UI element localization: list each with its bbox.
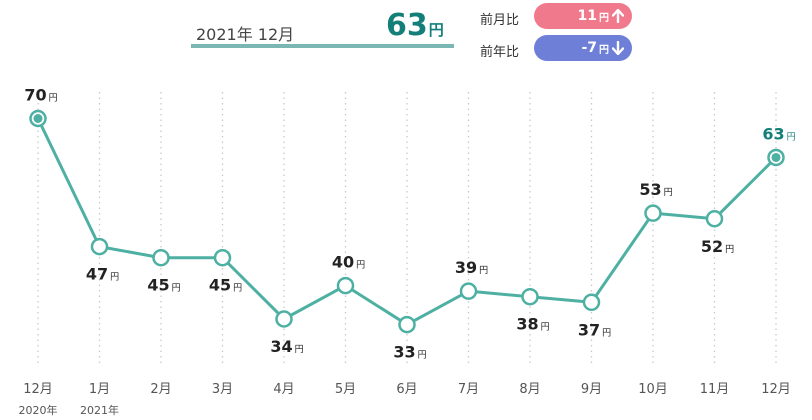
data-point-fill <box>33 114 43 123</box>
data-label: 53 円 <box>639 180 672 199</box>
month-compare-label: 前月比 <box>480 13 520 28</box>
data-label: 70 円 <box>24 86 57 105</box>
data-point <box>398 315 416 334</box>
data-point <box>275 310 293 328</box>
x-tick-label: 1月 <box>89 382 110 397</box>
year-compare-unit: 円 <box>599 44 609 56</box>
data-point-fill <box>771 152 781 162</box>
current-value: 63円 <box>386 8 444 43</box>
data-point <box>336 276 355 295</box>
data-point <box>582 293 601 312</box>
data-label: 39 円 <box>455 258 488 277</box>
summary-header: 2021年 12月 63円 前月比 11 円 前年比 -7 円 <box>0 0 812 70</box>
x-tick-label: 2月 <box>150 382 171 397</box>
year-compare-value: -7 <box>581 40 597 56</box>
x-tick-label: 6月 <box>396 382 417 397</box>
year-compare-badge: -7 円 <box>534 35 632 61</box>
data-point <box>459 282 478 300</box>
month-compare-unit: 円 <box>599 12 609 24</box>
x-tick-label: 12月 <box>761 382 791 397</box>
x-year-label: 2020年 <box>19 403 58 417</box>
data-label: 47 円 <box>86 265 119 284</box>
current-value-unit: 円 <box>428 21 444 39</box>
current-value-number: 63 <box>386 8 428 43</box>
x-tick-label: 8月 <box>519 382 540 397</box>
arrow-up-icon <box>612 9 624 23</box>
data-label: 37 円 <box>578 320 611 339</box>
data-label: 52 円 <box>701 237 734 256</box>
data-point <box>90 237 109 256</box>
period-label: 2021年 12月 <box>196 25 295 44</box>
month-compare-value: 11 <box>577 8 597 24</box>
data-point <box>705 210 724 228</box>
data-label: 38 円 <box>516 315 549 334</box>
x-tick-label: 4月 <box>273 382 294 397</box>
data-label: 40 円 <box>332 253 365 272</box>
period-underline <box>191 44 454 48</box>
data-label: 63 円 <box>762 124 795 143</box>
month-compare-badge: 11 円 <box>534 3 632 29</box>
data-label: 33 円 <box>393 343 426 362</box>
x-tick-label: 10月 <box>638 382 668 397</box>
data-point <box>213 248 232 267</box>
x-year-label: 2021年 <box>80 403 119 417</box>
data-point <box>152 248 170 267</box>
data-label: 45 円 <box>209 276 242 295</box>
x-tick-label: 3月 <box>212 382 233 397</box>
x-tick-label: 9月 <box>581 382 602 397</box>
data-label: 45 円 <box>147 276 180 295</box>
x-tick-label: 12月 <box>23 382 53 397</box>
data-point <box>644 204 662 222</box>
x-tick-label: 5月 <box>335 382 356 397</box>
year-compare-label: 前年比 <box>480 45 520 60</box>
x-tick-label: 11月 <box>700 382 730 397</box>
data-label: 34 円 <box>270 337 303 356</box>
arrow-down-icon <box>612 41 624 55</box>
data-point <box>521 287 539 306</box>
x-tick-label: 7月 <box>458 382 479 397</box>
